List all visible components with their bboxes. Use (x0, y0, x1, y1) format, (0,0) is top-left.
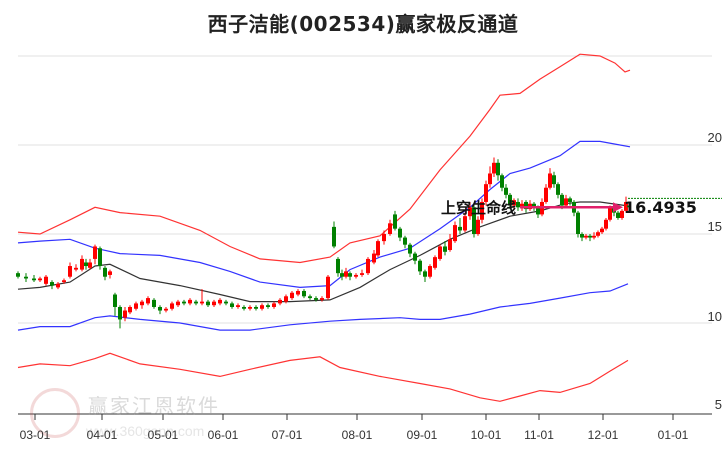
x-tick-label: 03-01 (19, 428, 51, 442)
candlesticks (16, 157, 631, 329)
x-tick-label: 06-01 (207, 428, 239, 442)
x-tick-label: 11-01 (524, 428, 554, 442)
watermark-url: www.360gann.com (86, 423, 205, 439)
x-tick-label: 12-01 (587, 428, 619, 442)
watermark-text: 赢家江恩软件 (88, 394, 220, 418)
annotations (520, 197, 722, 213)
y-tick-label: 20 (707, 130, 722, 145)
line-outer_upper (17, 53, 631, 264)
x-tick-label: 08-01 (341, 428, 373, 442)
x-tick-label: 04-01 (86, 428, 118, 442)
x-tick-label: 01-01 (657, 428, 689, 442)
x-tick-label: 10-01 (470, 428, 502, 442)
y-tick-label: 15 (707, 219, 722, 234)
line-outer_lower (17, 352, 629, 402)
line-inner_upper (17, 140, 631, 289)
price-label: 16.4935 (624, 198, 697, 217)
line-inner_lower (17, 283, 629, 331)
channel-lines (17, 53, 631, 402)
gridlines (18, 55, 712, 324)
chart-title: 西子洁能(002534)赢家极反通道 (207, 12, 519, 36)
y-tick-label: 5 (714, 397, 722, 412)
x-tick-label: 09-01 (406, 428, 438, 442)
cross-lifeline-label: 上穿生命线 (441, 199, 517, 217)
x-tick-label: 05-01 (147, 428, 179, 442)
arrow-icon (613, 202, 623, 213)
watermark-logo-icon (30, 388, 80, 438)
y-tick-label: 10 (707, 309, 722, 324)
x-tick-label: 07-01 (271, 428, 303, 442)
